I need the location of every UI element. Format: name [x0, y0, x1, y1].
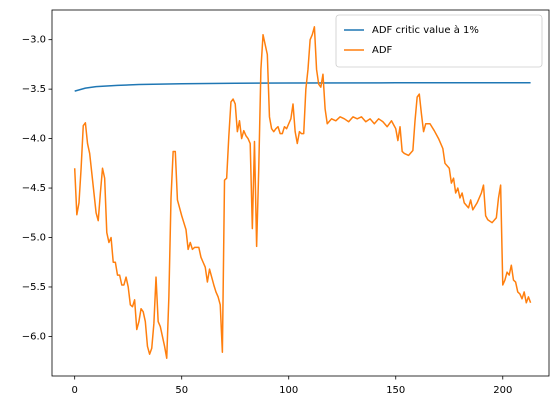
line-series	[73, 26, 532, 359]
y-tick-label: −6.0	[22, 331, 46, 342]
legend-box	[335, 14, 543, 68]
x-tick-label: 0	[72, 385, 78, 396]
x-tick-label: 100	[279, 385, 298, 396]
x-tick-label: 200	[493, 385, 512, 396]
y-tick-label: −3.5	[22, 84, 46, 95]
y-tick-label: −4.0	[22, 134, 46, 145]
legend: ADF critic value à 1% ADF	[335, 14, 543, 68]
legend-label: ADF critic value à 1%	[372, 24, 479, 36]
y-tick-label: −5.0	[22, 233, 46, 244]
y-tick-label: −3.0	[22, 35, 46, 46]
y-tick-label: −5.5	[22, 282, 46, 293]
x-tick-label: 50	[175, 385, 188, 396]
y-tick-label: −4.5	[22, 183, 46, 194]
x-tick-label: 150	[386, 385, 405, 396]
axes-frame	[51, 9, 550, 377]
legend-label: ADF	[372, 45, 393, 56]
line-series	[74, 81, 531, 92]
